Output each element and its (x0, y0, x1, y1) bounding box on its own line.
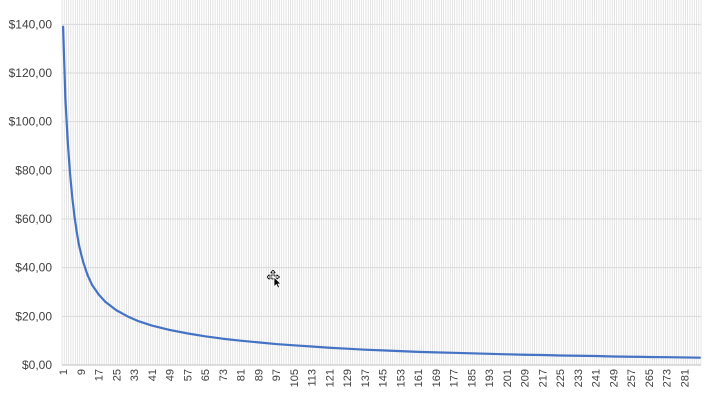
x-tick-label: 145 (378, 369, 390, 387)
horizontal-gridlines (62, 23, 701, 317)
y-tick-label: $100,00 (9, 115, 53, 129)
x-tick-label: 41 (147, 369, 159, 381)
x-tick-label: 73 (218, 369, 230, 381)
x-tick-label: 113 (307, 369, 319, 387)
x-tick-label: 9 (76, 369, 88, 375)
x-tick-label: 57 (182, 369, 194, 381)
y-tick-label: $60,00 (15, 212, 52, 226)
series-layer (62, 25, 701, 359)
x-tick-label: 161 (413, 369, 425, 387)
x-tick-label: 65 (200, 369, 212, 381)
x-tick-label: 137 (360, 369, 372, 387)
x-tick-label: 257 (626, 369, 638, 387)
x-tick-label: 225 (555, 369, 567, 387)
x-tick-label: 89 (253, 369, 265, 381)
x-tick-label: 49 (165, 369, 177, 381)
x-tick-label: 97 (271, 369, 283, 381)
x-tick-label: 17 (94, 369, 106, 381)
x-tick-label: 249 (608, 369, 620, 387)
x-tick-label: 177 (449, 369, 461, 387)
x-tick-label: 217 (537, 369, 549, 387)
x-tick-label: 1 (58, 369, 70, 375)
x-tick-label: 233 (573, 369, 585, 387)
x-tick-label: 193 (484, 369, 496, 387)
x-tick-label: 185 (466, 369, 478, 387)
x-tick-label: 81 (236, 369, 248, 381)
x-tick-label: 201 (502, 369, 514, 387)
x-tick-label: 265 (644, 369, 656, 387)
y-tick-label: $0,00 (22, 358, 52, 372)
y-tick-label: $120,00 (9, 66, 53, 80)
x-tick-label: 273 (662, 369, 674, 387)
x-tick-label: 105 (289, 369, 301, 387)
y-axis-tick-labels: $0,00 $20,00 $40,00 $60,00 $80,00 $100,00 $120… (9, 17, 53, 372)
x-tick-label: 25 (111, 369, 123, 381)
x-tick-label: 281 (679, 369, 691, 387)
y-tick-label: $40,00 (15, 261, 52, 275)
x-tick-label: 241 (591, 369, 603, 387)
x-tick-label: 169 (431, 369, 443, 387)
x-tick-label: 129 (342, 369, 354, 387)
y-tick-label: $80,00 (15, 163, 52, 177)
vertical-gridlines (61, 0, 702, 365)
y-tick-label: $20,00 (15, 309, 52, 323)
x-axis-tick-labels: 1 9 17 25 33 41 49 57 65 73 81 89 97 105 113 121 129 137 1… (58, 369, 691, 387)
x-tick-label: 33 (129, 369, 141, 381)
x-tick-label: 121 (324, 369, 336, 387)
series-line (62, 25, 701, 359)
x-tick-label: 209 (520, 369, 532, 387)
y-tick-label: $140,00 (9, 17, 53, 31)
x-tick-label: 153 (395, 369, 407, 387)
